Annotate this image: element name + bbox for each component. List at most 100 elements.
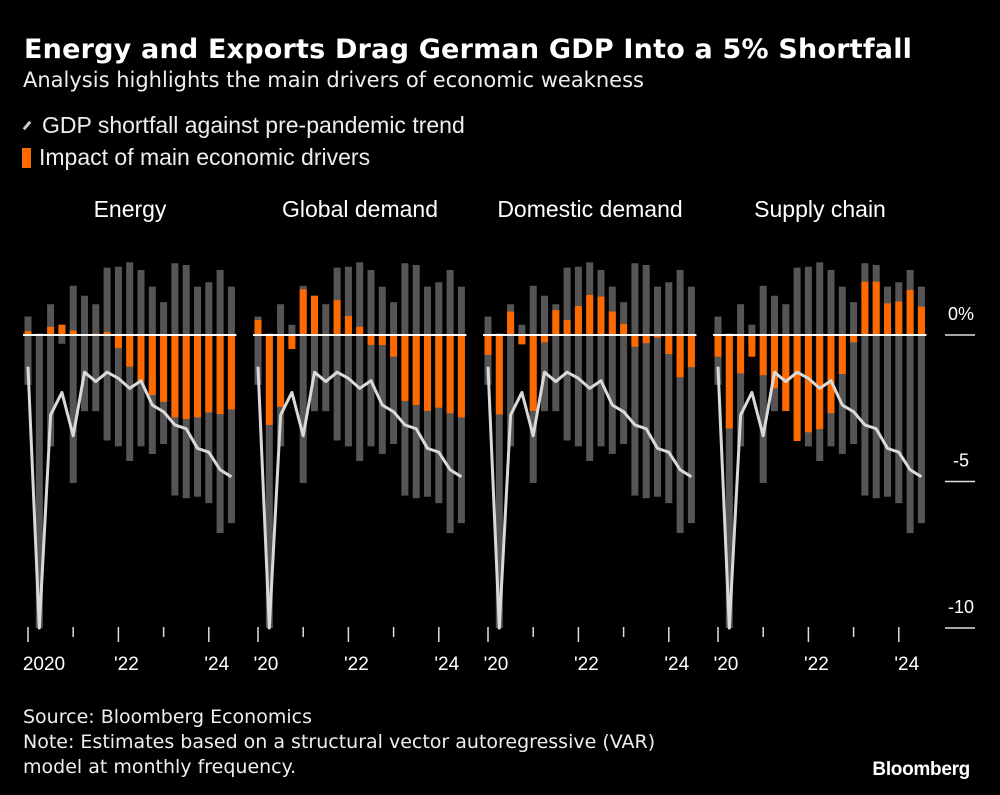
- driver-bar: [378, 335, 386, 345]
- driver-bar: [586, 294, 594, 335]
- driver-bar: [654, 335, 661, 338]
- driver-bar: [58, 324, 66, 335]
- driver-bar: [563, 320, 571, 335]
- driver-bar: [299, 289, 307, 335]
- range-bar: [895, 282, 903, 504]
- driver-bar: [103, 332, 111, 335]
- driver-bar: [311, 295, 318, 335]
- driver-bar: [69, 330, 77, 335]
- x-tick-label: '24: [664, 654, 689, 675]
- driver-bar: [642, 335, 650, 344]
- driver-bar: [725, 335, 733, 429]
- driver-bar: [412, 335, 420, 406]
- range-bar: [35, 333, 43, 628]
- gdp-shortfall-line: [716, 366, 923, 630]
- driver-bar: [759, 335, 767, 376]
- range-bar: [872, 264, 880, 499]
- x-tick-label: '24: [434, 654, 459, 675]
- driver-bar: [137, 335, 145, 382]
- range-bar: [597, 269, 605, 447]
- driver-bar: [714, 335, 722, 357]
- driver-bar: [861, 281, 869, 335]
- driver-bar: [665, 335, 673, 355]
- driver-bar: [356, 326, 364, 335]
- driver-bar: [804, 335, 812, 433]
- range-bar: [81, 295, 88, 412]
- driver-bar: [254, 320, 262, 335]
- range-bar: [92, 304, 100, 412]
- driver-bar: [816, 335, 824, 430]
- driver-bar: [171, 335, 179, 418]
- gdp-shortfall-line: [256, 366, 463, 630]
- range-bar: [676, 269, 684, 534]
- driver-bar: [401, 335, 409, 401]
- x-tick-label: '20: [484, 654, 509, 675]
- chart-title: Energy and Exports Drag German GDP Into …: [24, 34, 913, 65]
- driver-bar: [529, 335, 537, 411]
- range-bar: [850, 302, 858, 444]
- range-bar: [265, 333, 273, 628]
- driver-bar: [216, 335, 224, 415]
- driver-bar: [884, 303, 891, 335]
- x-tick-label: '22: [114, 654, 139, 675]
- driver-bar: [344, 315, 352, 335]
- x-tick-label: '22: [344, 654, 369, 675]
- range-bar: [665, 282, 673, 504]
- range-bar: [608, 286, 616, 454]
- range-bar: [356, 262, 364, 461]
- driver-bar: [518, 335, 526, 345]
- driver-bar: [541, 335, 548, 343]
- driver-bar: [367, 335, 375, 345]
- range-bar: [631, 263, 639, 496]
- driver-bar: [608, 311, 616, 335]
- driver-bar: [827, 335, 835, 414]
- range-bar: [654, 286, 661, 497]
- driver-bar: [552, 310, 560, 335]
- driver-bar: [687, 335, 695, 368]
- range-bar: [541, 295, 548, 412]
- range-bar: [47, 304, 55, 447]
- x-tick-label: '24: [204, 654, 229, 675]
- chart-subtitle: Analysis highlights the main drivers of …: [23, 68, 644, 92]
- driver-bar: [782, 335, 790, 411]
- bloomberg-logo: Bloomberg: [872, 759, 970, 780]
- driver-bar: [424, 335, 431, 411]
- range-bar: [507, 304, 515, 447]
- bar-swatch-icon: [22, 147, 31, 168]
- y-tick-label: -5: [953, 451, 969, 471]
- driver-bar: [793, 335, 801, 442]
- footnote-line2: model at monthly frequency.: [23, 756, 297, 778]
- x-tick-label: '24: [894, 654, 919, 675]
- driver-bar: [333, 300, 341, 335]
- driver-bar: [771, 335, 778, 389]
- range-bar: [311, 295, 318, 412]
- panel-title-domestic-demand: Domestic demand: [497, 196, 683, 222]
- source-note: Source: Bloomberg Economics: [23, 706, 312, 728]
- driver-bar: [265, 335, 273, 425]
- range-bar: [552, 304, 560, 412]
- range-bar: [884, 286, 891, 497]
- panel-title-supply-chain: Supply chain: [754, 196, 886, 222]
- driver-bar: [446, 335, 454, 414]
- x-tick-label: 2020: [23, 654, 65, 675]
- driver-bar: [597, 296, 605, 335]
- x-tick-label: '20: [254, 654, 279, 675]
- range-bar: [322, 304, 330, 412]
- driver-bar: [676, 335, 684, 378]
- range-bar: [299, 285, 307, 483]
- gdp-shortfall-line: [26, 366, 233, 630]
- driver-bar: [838, 335, 846, 374]
- driver-bar: [457, 335, 465, 418]
- driver-bar: [277, 335, 285, 407]
- range-bar: [725, 333, 733, 628]
- driver-bar: [748, 335, 756, 357]
- y-tick-label: -10: [948, 597, 974, 617]
- driver-bar: [24, 331, 32, 335]
- driver-bar: [872, 281, 880, 335]
- driver-bar: [435, 335, 443, 408]
- driver-bar: [917, 306, 925, 335]
- range-bar: [906, 269, 914, 534]
- panel-title-global-demand: Global demand: [282, 196, 438, 222]
- legend-label: GDP shortfall against pre-pandemic trend: [42, 112, 465, 138]
